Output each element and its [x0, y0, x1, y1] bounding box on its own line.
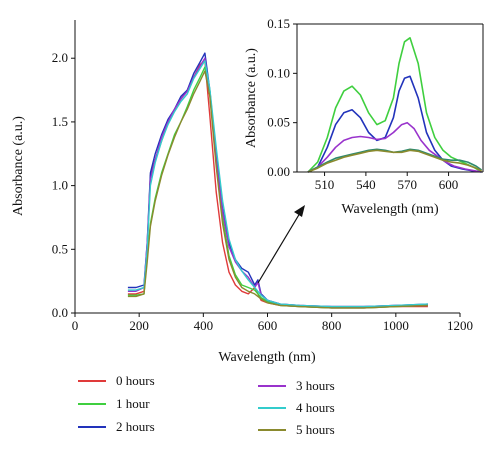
- main-x-tick-label: 400: [194, 318, 214, 333]
- main-y-tick-label: 1.5: [52, 114, 68, 129]
- main-y-ticks: 0.0 0.5 1.0 1.5 2.0: [52, 50, 75, 320]
- legend-label: 2 hours: [116, 419, 155, 434]
- main-x-tick-label: 200: [129, 318, 149, 333]
- inset-y-ticks: 0.00 0.05 0.10 0.15: [267, 16, 297, 179]
- inset-x-ticks: 510 540 570 600: [315, 172, 459, 192]
- inset-y-axis-label: Absorbance (a.u.): [244, 48, 259, 148]
- main-series-line-4: [127, 60, 428, 308]
- legend-label: 5 hours: [296, 422, 335, 437]
- main-plot-area: [127, 52, 428, 309]
- main-y-tick-label: 0.0: [52, 305, 68, 320]
- inset-x-axis-label: Wavelength (nm): [341, 202, 439, 217]
- legend-label: 4 hours: [296, 400, 335, 415]
- legend-label: 1 hour: [116, 396, 150, 411]
- main-x-tick-label: 800: [322, 318, 342, 333]
- main-x-tick-label: 0: [72, 318, 79, 333]
- main-y-tick-label: 2.0: [52, 50, 68, 65]
- inset-series-line-0: [307, 36, 483, 173]
- inset-y-tick-label: 0.15: [267, 16, 290, 31]
- main-x-axis-label: Wavelength (nm): [218, 350, 316, 365]
- inset-x-tick-label: 570: [397, 177, 417, 192]
- inset-y-tick-label: 0.05: [267, 115, 290, 130]
- inset-x-tick-label: 600: [439, 177, 459, 192]
- inset-plot-area: [307, 36, 483, 173]
- main-y-tick-label: 1.0: [52, 178, 68, 193]
- main-y-tick-label: 0.5: [52, 241, 68, 256]
- main-y-axis-label: Absorbance (a.u.): [11, 116, 26, 216]
- inset-chart: 510 540 570 600 0.00 0.05 0.10 0.15 Wavelength…: [244, 16, 485, 217]
- main-x-tick-label: 1200: [447, 318, 473, 333]
- legend-label: 3 hours: [296, 378, 335, 393]
- inset-series-line-2: [307, 121, 482, 173]
- inset-background: [295, 25, 485, 172]
- zoom-arrow: [257, 205, 305, 284]
- main-chart: 0 200 400 600 800 1000 1200 0.0 0.5 1.0 1.5 2.0 Wa…: [11, 20, 473, 365]
- inset-y-tick-label: 0.10: [267, 65, 290, 80]
- inset-series-line-4: [307, 149, 482, 173]
- legend-label: 0 hours: [116, 373, 155, 388]
- main-series-line-5: [127, 70, 428, 309]
- legend: 0 hours 1 hour 2 hours 3 hours 4 hours 5 hour…: [78, 373, 335, 437]
- inset-x-tick-label: 540: [356, 177, 376, 192]
- main-x-tick-label: 1000: [383, 318, 409, 333]
- main-x-tick-label: 600: [258, 318, 278, 333]
- main-x-ticks: 0 200 400 600 800 1000 1200: [72, 313, 473, 333]
- inset-y-tick-label: 0.00: [267, 164, 290, 179]
- inset-x-tick-label: 510: [315, 177, 335, 192]
